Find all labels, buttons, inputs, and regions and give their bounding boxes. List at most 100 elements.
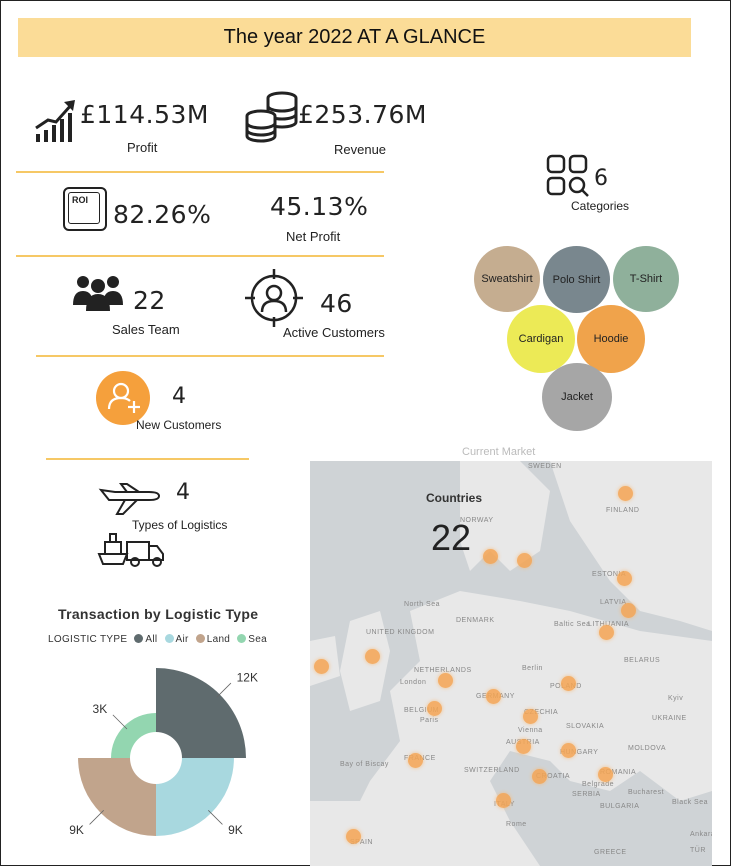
legend-item[interactable]: Sea	[248, 634, 267, 645]
rose-segment-land[interactable]	[78, 758, 156, 836]
new-customers-value: 4	[172, 384, 187, 409]
market-marker[interactable]	[408, 753, 423, 768]
map-place-label: TÜR	[690, 847, 706, 854]
active-customers-value: 46	[320, 289, 353, 318]
map-place-label: UNITED KINGDOM	[366, 629, 435, 636]
market-marker[interactable]	[486, 689, 501, 704]
market-marker[interactable]	[427, 701, 442, 716]
category-bubble[interactable]: Hoodie	[577, 305, 645, 373]
map-place-label: London	[400, 679, 427, 686]
legend-swatch	[237, 634, 247, 643]
category-bubble[interactable]: Sweatshirt	[474, 246, 540, 312]
logistics-label: Types of Logistics	[132, 518, 228, 532]
divider	[16, 255, 384, 257]
chart-title: Transaction by Logistic Type	[58, 606, 259, 622]
categories-label: Categories	[571, 199, 630, 213]
market-marker[interactable]	[618, 486, 633, 501]
revenue-label: Revenue	[334, 142, 387, 157]
profit-label: Profit	[127, 140, 158, 155]
map-place-label: Baltic Sea	[554, 621, 591, 628]
map-place-label: Belgrade	[582, 781, 615, 788]
legend-item[interactable]: Land	[206, 634, 231, 645]
new-customers-label: New Customers	[136, 418, 222, 432]
data-label-leader	[216, 682, 232, 698]
market-marker[interactable]	[599, 625, 614, 640]
market-marker[interactable]	[598, 767, 613, 782]
map-place-label: North Sea	[404, 601, 441, 608]
map-place-label: CROATIA	[536, 773, 571, 780]
map-place-label: BELARUS	[624, 657, 661, 664]
legend-title: LOGISTIC TYPE	[48, 634, 128, 645]
data-label: 3K	[93, 702, 108, 716]
net-profit-value: 45.13%	[270, 192, 369, 221]
category-bubble[interactable]: Cardigan	[507, 305, 575, 373]
logistic-rose-chart: 12K 9K 9K 3K	[69, 668, 258, 837]
map-place-label: Paris	[420, 717, 439, 724]
logistics-value: 4	[176, 480, 191, 505]
divider	[16, 171, 384, 173]
market-marker[interactable]	[561, 743, 576, 758]
market-marker[interactable]	[483, 549, 498, 564]
categories-value: 6	[594, 166, 609, 191]
net-profit-label: Net Profit	[286, 229, 341, 244]
market-map[interactable]: Countries 22 SWEDEN FINLAND NORWAY ESTONIA N…	[310, 461, 712, 866]
map-place-label: LITHUANIA	[588, 621, 629, 628]
market-marker[interactable]	[532, 769, 547, 784]
legend-item[interactable]: All	[145, 634, 158, 645]
banner-title: The year 2022 AT A GLANCE	[18, 18, 691, 57]
legend-item[interactable]: Air	[175, 634, 189, 645]
rose-segment-sea[interactable]	[111, 713, 156, 758]
legend-swatch	[195, 634, 205, 643]
category-bubble[interactable]: Polo Shirt	[543, 246, 610, 313]
map-place-label: SERBIA	[572, 791, 601, 798]
map-place-label: BELGIUM	[404, 707, 440, 714]
rose-segment-air[interactable]	[156, 758, 234, 836]
rose-segment-all[interactable]	[156, 668, 246, 758]
divider	[36, 355, 384, 357]
market-marker[interactable]	[365, 649, 380, 664]
map-place-label: MOLDOVA	[628, 745, 666, 752]
map-place-label: Rome	[506, 821, 527, 828]
market-marker[interactable]	[517, 553, 532, 568]
market-marker[interactable]	[523, 709, 538, 724]
category-bubble[interactable]: T-Shirt	[613, 246, 679, 312]
map-place-label: Bay of Biscay	[340, 761, 389, 768]
market-marker[interactable]	[314, 659, 329, 674]
legend-swatch	[134, 634, 144, 643]
sales-team-label: Sales Team	[112, 322, 180, 337]
data-label: 12K	[237, 670, 258, 684]
map-place-label: Black Sea	[672, 799, 709, 806]
map-place-label: NETHERLANDS	[414, 667, 472, 674]
category-bubble[interactable]: Jacket	[542, 363, 612, 431]
market-marker[interactable]	[438, 673, 453, 688]
market-marker[interactable]	[561, 676, 576, 691]
legend-swatch	[164, 634, 174, 643]
add-user-icon	[96, 371, 150, 425]
coins-icon	[245, 91, 298, 143]
market-marker[interactable]	[617, 571, 632, 586]
map-title: Current Market	[462, 446, 536, 458]
logistics-icon	[97, 483, 164, 567]
target-user-icon	[245, 269, 303, 327]
roi-value: 82.26%	[113, 200, 212, 229]
market-marker[interactable]	[621, 603, 636, 618]
divider	[46, 458, 249, 460]
market-marker[interactable]	[346, 829, 361, 844]
data-label-leader	[89, 810, 104, 825]
map-place-label: BULGARIA	[600, 803, 640, 810]
revenue-value: £253.76M	[298, 100, 427, 129]
map-place-label: HUNGARY	[560, 749, 599, 756]
data-label: 9K	[228, 823, 243, 837]
chart-legend: LOGISTIC TYPE All Air Land Sea	[48, 634, 267, 645]
sales-team-value: 22	[133, 286, 166, 315]
map-place-label: SLOVAKIA	[566, 723, 605, 730]
countries-label: Countries	[426, 491, 483, 505]
map-place-label: ESTONIA	[592, 571, 627, 578]
map-place-label: Ankara	[690, 831, 712, 838]
data-label-leader	[208, 810, 223, 825]
map-place-label: LATVIA	[600, 599, 627, 606]
profit-value: £114.53M	[80, 100, 209, 129]
market-marker[interactable]	[496, 793, 511, 808]
market-marker[interactable]	[516, 739, 531, 754]
map-place-label: DENMARK	[456, 617, 495, 624]
